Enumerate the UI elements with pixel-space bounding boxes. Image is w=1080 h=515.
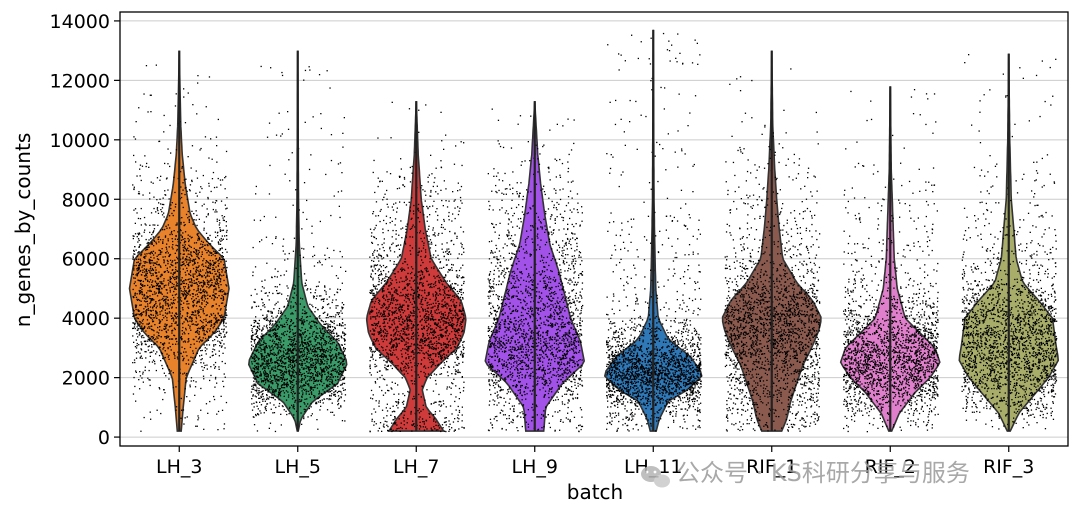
x-tick-label-LH_9: LH_9 xyxy=(512,456,558,478)
points-LH_3 xyxy=(132,64,228,432)
x-tick-label-RIF_1: RIF_1 xyxy=(746,456,797,478)
x-tick-label-RIF_2: RIF_2 xyxy=(865,456,916,478)
jitter-points xyxy=(132,29,1058,433)
y-tick-label: 6000 xyxy=(62,249,110,271)
x-tick-label-LH_5: LH_5 xyxy=(275,456,321,478)
points-LH_11 xyxy=(606,32,702,432)
points-RIF_3 xyxy=(961,54,1058,430)
y-tick-label: 4000 xyxy=(62,308,110,330)
plot-frame xyxy=(119,11,1069,447)
y-tick-label: 2000 xyxy=(62,368,110,390)
y-tick-label: 12000 xyxy=(50,70,110,92)
x-tick-label-LH_7: LH_7 xyxy=(393,456,439,478)
points-LH_7 xyxy=(369,101,465,433)
y-tick-label: 0 xyxy=(98,427,110,449)
y-tick-label: 10000 xyxy=(50,130,110,152)
points-RIF_2 xyxy=(843,89,939,433)
x-axis-title: batch xyxy=(567,480,623,504)
x-tick-label-LH_3: LH_3 xyxy=(156,456,202,478)
wechat-icon xyxy=(641,466,670,488)
y-tick-label: 8000 xyxy=(62,189,110,211)
points-LH_5 xyxy=(250,65,347,433)
points-LH_9 xyxy=(487,108,584,433)
y-tick-label: 14000 xyxy=(50,11,110,33)
y-axis-title: n_genes_by_counts xyxy=(11,133,35,327)
watermark: 公众号 · KS科研分享与服务 xyxy=(641,459,970,488)
axes: 0 2000 4000 6000 8000 10000 12000 14000 LH_3 LH_5… xyxy=(50,11,1069,478)
watermark-text: 公众号 · KS科研分享与服务 xyxy=(676,459,970,487)
x-tick-label-RIF_3: RIF_3 xyxy=(983,456,1034,478)
